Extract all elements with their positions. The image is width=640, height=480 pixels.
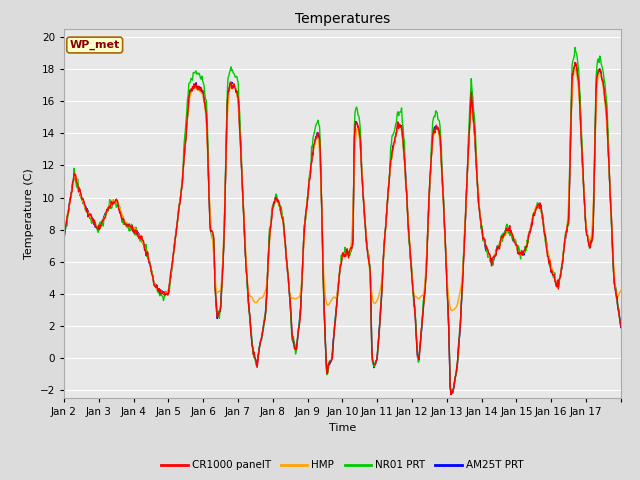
CR1000 panelT xyxy=(276,204,284,210)
AM25T PRT xyxy=(125,222,133,228)
NR01 PRT xyxy=(431,114,439,120)
CR1000 panelT xyxy=(125,221,133,227)
Line: HMP: HMP xyxy=(64,69,621,311)
Legend: CR1000 panelT, HMP, NR01 PRT, AM25T PRT: CR1000 panelT, HMP, NR01 PRT, AM25T PRT xyxy=(157,456,527,475)
NR01 PRT xyxy=(125,228,133,234)
Line: AM25T PRT: AM25T PRT xyxy=(64,63,621,393)
HMP xyxy=(60,228,68,234)
HMP xyxy=(572,66,579,72)
HMP xyxy=(431,127,439,133)
X-axis label: Time: Time xyxy=(329,423,356,433)
NR01 PRT xyxy=(276,208,284,214)
HMP xyxy=(228,82,236,87)
Text: WP_met: WP_met xyxy=(70,40,120,50)
AM25T PRT xyxy=(448,390,456,396)
AM25T PRT xyxy=(400,149,408,155)
CR1000 panelT xyxy=(400,146,408,152)
Line: CR1000 panelT: CR1000 panelT xyxy=(64,62,621,395)
Line: NR01 PRT: NR01 PRT xyxy=(64,48,621,394)
NR01 PRT xyxy=(572,45,579,50)
NR01 PRT xyxy=(400,135,408,141)
HMP xyxy=(617,288,625,294)
CR1000 panelT xyxy=(228,85,236,91)
AM25T PRT xyxy=(228,80,236,85)
CR1000 panelT xyxy=(572,60,579,65)
CR1000 panelT xyxy=(60,237,68,242)
HMP xyxy=(448,308,456,313)
NR01 PRT xyxy=(449,391,456,396)
AM25T PRT xyxy=(617,324,625,330)
NR01 PRT xyxy=(617,321,625,327)
Y-axis label: Temperature (C): Temperature (C) xyxy=(24,168,34,259)
Title: Temperatures: Temperatures xyxy=(295,12,390,26)
AM25T PRT xyxy=(572,60,579,66)
AM25T PRT xyxy=(276,207,284,213)
NR01 PRT xyxy=(60,237,68,243)
CR1000 panelT xyxy=(447,392,455,397)
NR01 PRT xyxy=(228,68,236,73)
HMP xyxy=(125,223,133,229)
AM25T PRT xyxy=(431,124,439,130)
HMP xyxy=(255,296,263,301)
HMP xyxy=(400,150,408,156)
CR1000 panelT xyxy=(255,347,263,352)
HMP xyxy=(276,206,284,212)
AM25T PRT xyxy=(60,234,68,240)
CR1000 panelT xyxy=(431,130,439,136)
NR01 PRT xyxy=(255,345,263,350)
CR1000 panelT xyxy=(617,323,625,329)
AM25T PRT xyxy=(255,344,263,350)
